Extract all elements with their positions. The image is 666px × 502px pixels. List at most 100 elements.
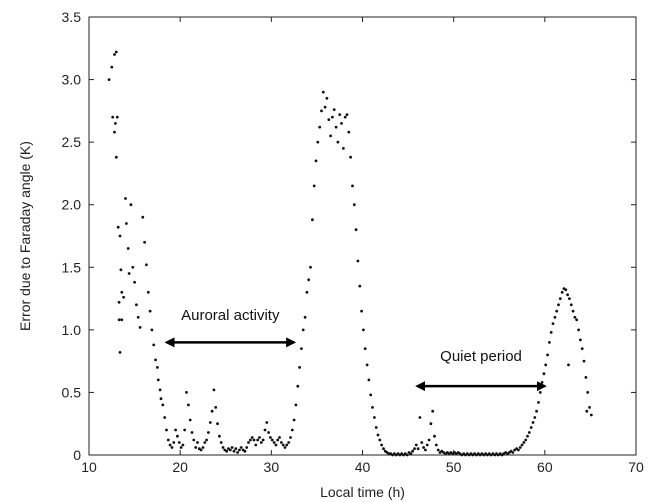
data-point (127, 272, 131, 275)
data-point (161, 403, 165, 407)
data-point (259, 441, 263, 444)
x-tick-label: 70 (628, 459, 644, 475)
data-point (185, 391, 188, 394)
data-point (537, 401, 540, 404)
data-point (549, 331, 553, 334)
data-point (258, 436, 261, 439)
data-point (340, 122, 343, 125)
data-point (531, 421, 535, 424)
x-tick-label: 20 (172, 459, 188, 475)
data-point (553, 315, 557, 319)
data-point (356, 259, 360, 263)
data-point (120, 318, 124, 322)
data-point (138, 326, 142, 329)
data-point (133, 280, 137, 284)
data-point (192, 438, 196, 442)
x-tick-label: 10 (81, 459, 97, 475)
data-point (116, 225, 120, 229)
data-point (323, 105, 327, 109)
data-point (367, 378, 371, 382)
data-point (579, 338, 582, 342)
data-point (311, 218, 314, 222)
data-point (122, 295, 125, 299)
data-point (150, 328, 154, 332)
data-point (376, 433, 380, 437)
data-point (111, 115, 115, 119)
x-axis-label: Local time (h) (320, 484, 405, 500)
data-point (374, 426, 378, 429)
data-point (118, 234, 122, 238)
data-point (243, 449, 247, 453)
data-point (533, 416, 537, 419)
data-point (261, 438, 265, 442)
data-point (320, 109, 323, 113)
data-point (174, 428, 178, 432)
data-point (540, 381, 544, 384)
data-point (274, 443, 278, 447)
data-point (129, 203, 133, 207)
data-point (405, 453, 409, 457)
data-point (114, 50, 118, 54)
data-point (280, 441, 283, 444)
data-point (115, 115, 119, 119)
data-point (294, 403, 298, 407)
data-point (411, 449, 414, 453)
data-point (303, 315, 307, 319)
data-point (232, 449, 236, 453)
data-point (158, 388, 162, 392)
data-point (558, 297, 562, 300)
data-point (418, 416, 422, 419)
data-point (203, 441, 207, 444)
data-point (218, 434, 221, 438)
data-point (181, 443, 185, 447)
y-tick-label: 2.5 (62, 134, 82, 150)
y-tick-label: 2.0 (62, 197, 82, 213)
y-tick-label: 0 (73, 447, 81, 463)
data-point (177, 441, 181, 444)
data-point (586, 391, 590, 394)
data-point (318, 125, 322, 129)
data-point (349, 155, 352, 159)
data-point (249, 438, 252, 442)
data-point (436, 448, 440, 452)
x-tick-label: 30 (264, 459, 280, 475)
data-point (278, 436, 281, 439)
data-point (272, 441, 276, 444)
data-point (207, 431, 210, 434)
data-point (425, 443, 429, 447)
data-point (179, 446, 183, 449)
data-point (433, 434, 436, 438)
data-point (342, 147, 345, 150)
data-point (365, 363, 369, 367)
data-point (194, 446, 198, 449)
data-point (378, 438, 382, 442)
y-tick-label: 1.0 (62, 322, 82, 338)
data-point (589, 413, 593, 417)
data-point (117, 318, 121, 322)
data-point (126, 247, 130, 250)
data-point (225, 449, 229, 453)
data-point (252, 438, 256, 442)
data-point (331, 115, 334, 119)
y-tick-label: 0.5 (62, 384, 82, 400)
data-point (369, 393, 373, 397)
data-point (584, 376, 588, 379)
axis-ticks: 10 20 30 40 50 60 70 0 0.5 1.0 1.5 2.0 2.5 3.0 3.5 (62, 9, 644, 475)
data-point (188, 418, 192, 422)
data-point (309, 265, 312, 269)
data-point (575, 318, 579, 322)
data-point (267, 431, 270, 434)
data-point (141, 215, 145, 219)
data-point (187, 403, 190, 407)
data-point (114, 122, 117, 125)
data-point (201, 446, 205, 449)
data-point (422, 446, 425, 449)
data-point (159, 397, 163, 401)
data-point (114, 155, 118, 159)
data-point (156, 378, 160, 382)
data-point (429, 422, 433, 426)
data-point (325, 96, 329, 100)
data-point (205, 438, 209, 442)
y-tick-label: 3.0 (62, 72, 82, 88)
data-point (170, 446, 174, 449)
